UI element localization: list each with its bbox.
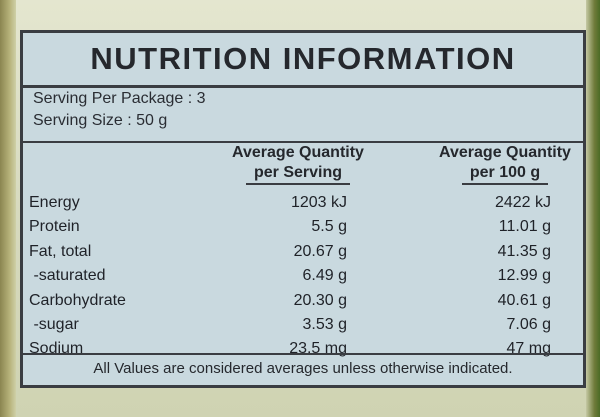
label-title: NUTRITION INFORMATION — [23, 33, 583, 88]
nutrient-row-carbohydrate: Carbohydrate 20.30 g 40.61 g — [23, 289, 583, 313]
column-header-line1: Average Quantity — [439, 144, 571, 161]
nutrient-name: Energy — [29, 194, 80, 211]
nutrient-row-protein: Protein 5.5 g 11.01 g — [23, 215, 583, 239]
nutrient-name: Fat, total — [29, 242, 92, 260]
value-per-100g: 11.01 g — [498, 218, 551, 236]
column-header-per-serving: Average Quantity per Serving — [213, 143, 383, 185]
value-per-100g: 41.35 g — [497, 242, 551, 260]
value-per-serving: 20.67 g — [293, 242, 347, 260]
value-per-serving: 20.30 g — [293, 291, 347, 309]
value-per-serving: 1203 kJ — [290, 194, 347, 211]
value-per-serving: 6.49 g — [302, 267, 347, 285]
value-per-100g: 2422 kJ — [494, 194, 551, 211]
value-per-100g: 40.61 g — [497, 291, 551, 309]
serving-size: Serving Size : 50 g — [33, 112, 168, 129]
nutrient-name: Protein — [29, 218, 80, 236]
label-footer-note: All Values are considered averages unles… — [23, 353, 583, 385]
value-per-100g: 7.06 g — [506, 315, 551, 333]
nutrient-name: -saturated — [29, 267, 106, 285]
nutrition-label: NUTRITION INFORMATION Serving Per Packag… — [20, 30, 586, 388]
value-per-100g: 12.99 g — [497, 267, 551, 285]
serving-per-package: Serving Per Package : 3 — [33, 90, 206, 107]
value-per-serving: 3.53 g — [302, 315, 347, 333]
package-edge-right — [586, 0, 600, 417]
value-per-serving: 5.5 g — [311, 218, 347, 236]
nutrient-table: Energy 1203 kJ 2422 kJ Protein 5.5 g 11.… — [23, 191, 583, 362]
column-header-per-100g: Average Quantity per 100 g — [420, 143, 590, 185]
nutrient-name: Carbohydrate — [29, 291, 126, 309]
package-edge-left — [0, 0, 16, 417]
serving-info: Serving Per Package : 3 Serving Size : 5… — [23, 88, 583, 143]
nutrient-name: -sugar — [29, 315, 79, 333]
column-header-line2: per 100 g — [461, 163, 549, 185]
nutrient-row-fat-total: Fat, total 20.67 g 41.35 g — [23, 240, 583, 264]
nutrient-row-saturated: -saturated 6.49 g 12.99 g — [23, 264, 583, 288]
column-header-line2: per Serving — [245, 163, 351, 185]
nutrient-row-sugar: -sugar 3.53 g 7.06 g — [23, 313, 583, 337]
column-header-line1: Average Quantity — [232, 144, 364, 161]
nutrient-row-energy: Energy 1203 kJ 2422 kJ — [23, 191, 583, 215]
